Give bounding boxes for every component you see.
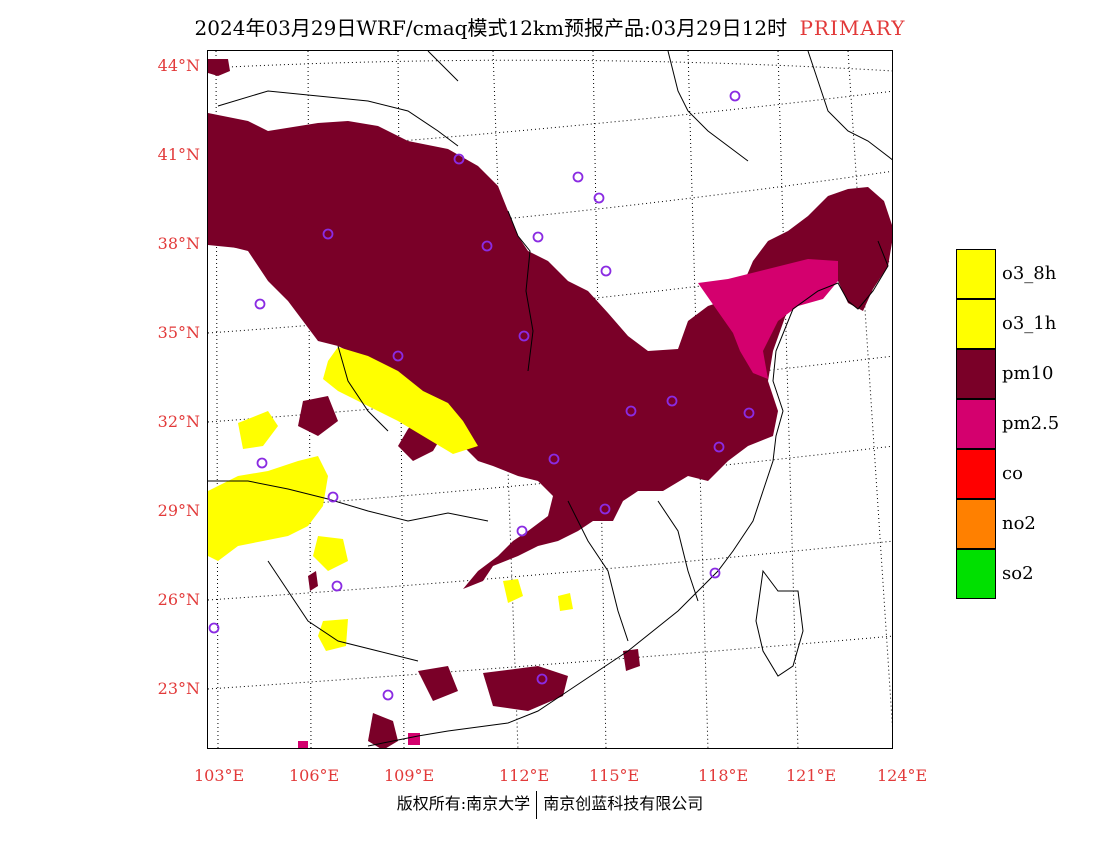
lon-label-115: 115°E — [589, 766, 640, 785]
lat-label-29: 29°N — [157, 501, 200, 520]
lat-label-32: 32°N — [157, 412, 200, 431]
legend-label: o3_1h — [1002, 313, 1057, 334]
legend-label: no2 — [1002, 513, 1036, 534]
lat-label-41: 41°N — [157, 145, 200, 164]
copyright-footer: 版权所有:南京大学 南京创蓝科技有限公司 — [0, 790, 1100, 819]
lon-label-118: 118°E — [698, 766, 749, 785]
lon-label-112: 112°E — [499, 766, 550, 785]
pm10-area — [208, 59, 892, 748]
legend-swatch — [956, 549, 996, 599]
lon-label-106: 106°E — [289, 766, 340, 785]
lat-label-44: 44°N — [157, 56, 200, 75]
lon-label-124: 124°E — [877, 766, 928, 785]
copyright-right: 南京创蓝科技有限公司 — [543, 794, 704, 813]
legend-swatch — [956, 349, 996, 399]
legend-swatch — [956, 299, 996, 349]
lon-label-109: 109°E — [384, 766, 435, 785]
title-text: 2024年03月29日WRF/cmaq模式12km预报产品:03月29日12时 — [194, 16, 788, 40]
station-markers — [208, 90, 755, 701]
legend-label: co — [1002, 463, 1023, 484]
lat-label-35: 35°N — [157, 323, 200, 342]
map-title: 2024年03月29日WRF/cmaq模式12km预报产品:03月29日12时 … — [0, 12, 1100, 41]
forecast-map — [207, 50, 893, 749]
legend-swatch — [956, 399, 996, 449]
legend-label: pm2.5 — [1002, 413, 1060, 434]
legend-label: o3_8h — [1002, 263, 1057, 284]
lat-label-26: 26°N — [157, 590, 200, 609]
legend-swatch — [956, 249, 996, 299]
map-canvas — [208, 51, 892, 748]
o3-area — [208, 347, 573, 651]
legend-swatch — [956, 449, 996, 499]
footer-separator — [536, 790, 538, 819]
lat-label-38: 38°N — [157, 234, 200, 253]
lon-label-121: 121°E — [786, 766, 837, 785]
legend-label: pm10 — [1002, 363, 1054, 384]
copyright-left: 版权所有:南京大学 — [396, 794, 531, 813]
lat-label-23: 23°N — [157, 679, 200, 698]
legend-label: so2 — [1002, 563, 1034, 584]
title-mode: PRIMARY — [799, 16, 906, 40]
legend-swatch — [956, 499, 996, 549]
lon-label-103: 103°E — [194, 766, 245, 785]
coastline — [208, 51, 892, 747]
